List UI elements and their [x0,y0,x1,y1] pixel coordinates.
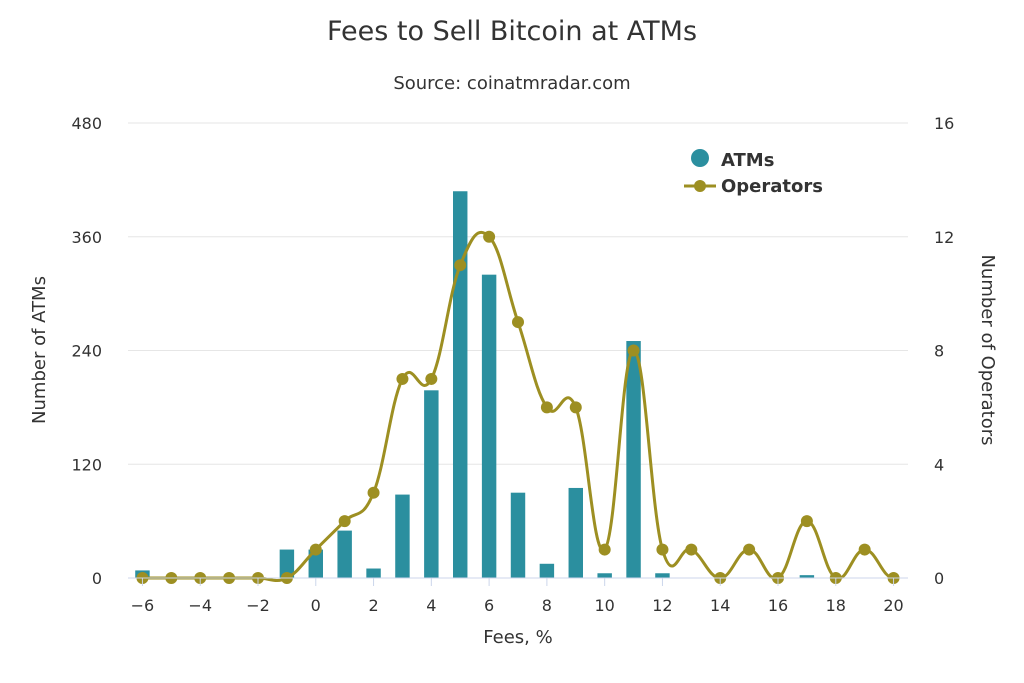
atms-bars [135,191,815,578]
y-axis-left-title: Number of ATMs [29,276,50,424]
operators-point-3[interactable] [396,372,409,385]
y-left-tick-label-480: 480 [71,114,102,133]
legend: ATMs Operators [684,149,823,197]
x-tick-label-18: 18 [826,596,846,615]
x-tick-label-6: 6 [484,596,494,615]
x-tick-label-12: 12 [652,596,672,615]
atms-bar-4[interactable] [424,390,439,578]
x-axis-title: Fees, % [483,627,552,648]
operators-point-0[interactable] [309,543,322,556]
operators-point-4[interactable] [425,372,438,385]
atms-bar-8[interactable] [539,563,555,578]
operators-point-15[interactable] [743,543,756,556]
atms-bar-5[interactable] [453,191,468,578]
atms-bar-3[interactable] [395,494,410,578]
y-left-tick-label-240: 240 [71,342,102,361]
y-right-tick-label-0: 0 [934,569,944,588]
y-right-tick-label-4: 4 [934,455,944,474]
atms-bar-0[interactable] [308,549,323,578]
x-tick-label-10: 10 [594,596,614,615]
atms-bar-1[interactable] [337,530,352,578]
chart-subtitle: Source: coinatmradar.com [393,73,630,94]
y-left-tick-label-0: 0 [92,569,102,588]
operators-point-8[interactable] [540,401,553,414]
gridlines [128,122,908,465]
operators-point-19[interactable] [858,543,871,556]
legend-item-atms[interactable]: ATMs [691,149,774,171]
x-tick-label-0: 0 [311,596,321,615]
x-tick-label--2: −2 [246,596,270,615]
atms-bar-12[interactable] [655,573,670,578]
operators-point-11[interactable] [627,344,640,357]
operators-point-7[interactable] [512,316,524,329]
atms-bar-7[interactable] [510,492,526,578]
x-tick-label-20: 20 [883,596,903,615]
x-tick-label--6: −6 [131,596,155,615]
operators-point-9[interactable] [569,401,582,414]
legend-item-operators[interactable]: Operators [684,176,823,197]
y-right-tick-label-16: 16 [934,114,954,133]
y-axis-right-ticks: 0 4 8 12 16 [934,114,954,588]
y-left-tick-label-360: 360 [71,228,102,247]
x-axis-ticks: −6 −4 −2 0 2 4 6 8 10 12 14 16 18 20 [131,578,904,615]
legend-atms-marker [691,149,709,167]
atms-bar-2[interactable] [366,568,381,578]
operators-point-5[interactable] [454,259,467,272]
legend-operators-label: Operators [721,176,823,197]
atms-bar--1[interactable] [279,549,295,578]
y-axis-left-ticks: 0 120 240 360 480 [71,114,102,588]
atms-bar-10[interactable] [597,573,612,578]
legend-operators-marker [694,180,706,192]
chart-title: Fees to Sell Bitcoin at ATMs [327,16,697,47]
x-tick-label--4: −4 [188,596,212,615]
atms-bar-11[interactable] [626,341,641,578]
operators-point-17[interactable] [800,515,813,528]
x-tick-label-4: 4 [426,596,436,615]
operators-point-2[interactable] [367,486,380,499]
y-axis-right-title: Number of Operators [977,254,998,445]
x-tick-label-14: 14 [710,596,730,615]
atms-bar-6[interactable] [481,274,497,578]
x-tick-label-2: 2 [368,596,378,615]
operators-point-13[interactable] [685,543,698,556]
x-tick-label-16: 16 [768,596,788,615]
operators-point-6[interactable] [483,230,496,243]
atms-bar-17[interactable] [799,575,815,578]
y-left-tick-label-120: 120 [71,455,102,474]
operators-point-1[interactable] [338,515,351,528]
x-tick-label-8: 8 [542,596,552,615]
operators-point-12[interactable] [656,543,669,556]
legend-atms-label: ATMs [721,150,774,171]
y-right-tick-label-12: 12 [934,228,954,247]
y-right-tick-label-8: 8 [934,342,944,361]
operators-point-10[interactable] [598,543,611,556]
atms-bar-9[interactable] [568,487,583,578]
